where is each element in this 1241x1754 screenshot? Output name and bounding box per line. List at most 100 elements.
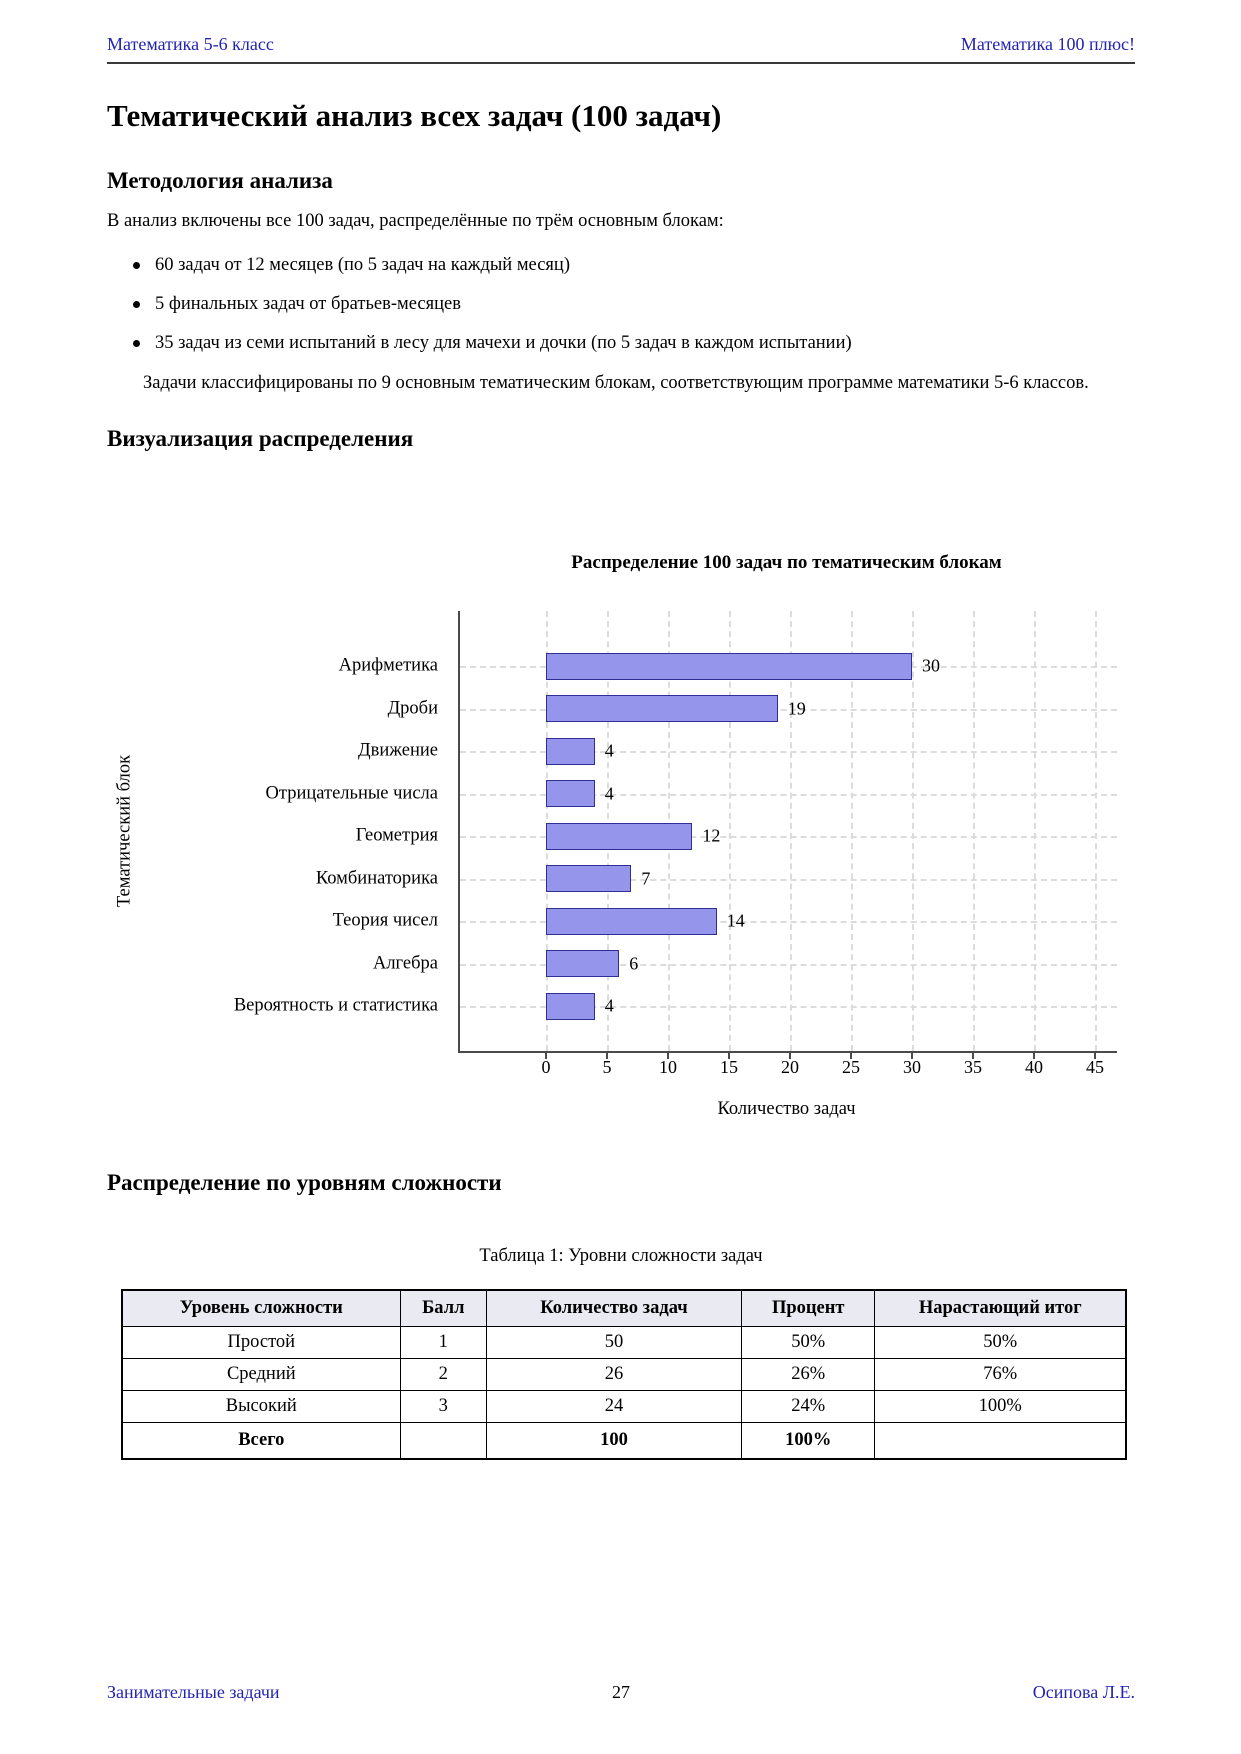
- chart-tick-mark: [1094, 1053, 1096, 1060]
- chart-gridline-horizontal: [460, 836, 1117, 839]
- chart-bar: [546, 822, 693, 850]
- chart-category-labels: Арифметика Дроби Движение Отрицательные чис…: [107, 611, 448, 1051]
- chart-category-label: Отрицательные числа: [265, 783, 438, 804]
- table-caption: Таблица 1: Уровни сложности задач: [479, 1246, 763, 1267]
- page-header: Математика 5-6 класс Математика 100 плюс…: [107, 34, 1135, 55]
- table-cell: 24%: [740, 1390, 876, 1424]
- table-row: Всего 100 100%: [121, 1422, 1127, 1460]
- chart-gridline-horizontal: [460, 708, 1117, 711]
- chart-category-label: Теория чисел: [332, 910, 438, 931]
- table-header-cell: Процент: [740, 1289, 876, 1328]
- chart-gridline-horizontal: [460, 963, 1117, 966]
- chart-gridline-horizontal: [460, 751, 1117, 754]
- paragraph-classification: Задачи классифицированы по 9 основным те…: [143, 372, 1089, 393]
- table-cell: Средний: [121, 1358, 401, 1392]
- chart-tick-mark: [911, 1053, 913, 1060]
- chart-bar: [546, 652, 912, 680]
- bullet-item-text: 35 задач из семи испытаний в лесу для ма…: [155, 332, 852, 353]
- bullet-list: 60 задач от 12 месяцев (по 5 задач на ка…: [107, 253, 1135, 357]
- chart-bar: [546, 950, 620, 978]
- bullet-item: 35 задач из семи испытаний в лесу для ма…: [133, 331, 1135, 357]
- chart-tick-mark: [728, 1053, 730, 1060]
- chart-tick-mark: [972, 1053, 974, 1060]
- bullet-item-text: 5 финальных задач от братьев-месяцев: [155, 293, 461, 314]
- chart-category-label: Движение: [357, 740, 438, 761]
- table-cell: 2: [399, 1358, 487, 1392]
- chart-gridline-vertical: [790, 611, 792, 1052]
- table-body: Простой 1 50 50% 50% Средний 2 26 26% 76% Высокий 3…: [121, 1326, 1127, 1460]
- chart-bar: [546, 737, 595, 765]
- chart-gridline-horizontal: [460, 1006, 1117, 1009]
- chart-bar-value: 4: [604, 783, 614, 804]
- section-heading-difficulty: Распределение по уровням сложности: [107, 1170, 502, 1196]
- chart-gridline-vertical: [912, 611, 914, 1052]
- chart-bar-value: 4: [604, 995, 614, 1016]
- chart-bar-value: 6: [629, 953, 639, 974]
- chart-gridline-horizontal: [460, 921, 1117, 924]
- chart-gridline-vertical: [1034, 611, 1036, 1052]
- chart-gridline-horizontal: [460, 793, 1117, 796]
- bullet-item: 5 финальных задач от братьев-месяцев: [133, 292, 1135, 318]
- header-left-text: Математика 5-6 класс: [107, 34, 274, 54]
- chart-bar: [546, 865, 632, 893]
- paragraph-intro: В анализ включены все 100 задач, распред…: [107, 211, 724, 232]
- chart-gridline-vertical: [973, 611, 975, 1052]
- chart-category-label: Комбинаторика: [315, 868, 438, 889]
- chart-x-tick-label: 20: [781, 1057, 799, 1078]
- section-heading-methodology: Методология анализа: [107, 168, 333, 194]
- chart-x-axis-label: Количество задач: [717, 1099, 856, 1120]
- table-cell: 26: [485, 1358, 742, 1392]
- chart-x-tick-label: 30: [903, 1057, 921, 1078]
- bullet-icon: [133, 262, 140, 269]
- footer-page-number: 27: [612, 1682, 630, 1702]
- header-rule: [107, 62, 1135, 64]
- chart-x-tick-label: 15: [720, 1057, 738, 1078]
- table-cell: 76%: [874, 1358, 1127, 1392]
- chart-x-tick-label: 45: [1086, 1057, 1104, 1078]
- chart-bar-value: 4: [604, 740, 614, 761]
- chart-tick-mark: [1033, 1053, 1035, 1060]
- chart-gridline-vertical: [729, 611, 731, 1052]
- difficulty-table: Уровень сложности Балл Количество задач Про…: [121, 1289, 1127, 1461]
- chart-bar: [546, 992, 595, 1020]
- chart-bar-value: 12: [702, 825, 721, 846]
- chart-x-tick-label: 10: [659, 1057, 677, 1078]
- chart-bar-value: 14: [726, 910, 745, 931]
- table-cell: [399, 1422, 487, 1460]
- bar-chart: Распределение 100 задач по тематическим …: [107, 546, 1135, 1126]
- table-cell: 50%: [740, 1326, 876, 1360]
- chart-category-label: Дроби: [387, 698, 438, 719]
- table-cell: 1: [399, 1326, 487, 1360]
- chart-tick-mark: [545, 1053, 547, 1060]
- chart-bar: [546, 695, 778, 723]
- chart-gridline-vertical: [1095, 611, 1097, 1052]
- footer-right-text: Осипова Л.Е.: [1032, 1682, 1135, 1702]
- table-cell: 24: [485, 1390, 742, 1424]
- bullet-icon: [133, 300, 140, 308]
- chart-category-label: Арифметика: [338, 655, 438, 676]
- table-cell: 50%: [874, 1326, 1127, 1360]
- section-heading-visualization: Визуализация распределения: [107, 426, 414, 452]
- chart-tick-mark: [606, 1053, 608, 1060]
- table-row: Простой 1 50 50% 50%: [121, 1326, 1127, 1360]
- table-cell: 100%: [740, 1422, 876, 1460]
- table-header-cell: Нарастающий итог: [874, 1289, 1127, 1328]
- chart-bar-value: 30: [922, 655, 940, 676]
- chart-plot: 0 5 10 15 20 25 30 35 40 45 30 19 4 4 12 7 14 6 4: [458, 611, 1117, 1077]
- chart-gridline-horizontal: [460, 878, 1117, 881]
- table-cell: Всего: [121, 1422, 401, 1460]
- bullet-item-text: 60 задач от 12 месяцев (по 5 задач на ка…: [155, 255, 570, 275]
- table-header-cell: Количество задач: [485, 1289, 742, 1328]
- chart-category-label: Вероятность и статистика: [233, 995, 438, 1016]
- table-head: Уровень сложности Балл Количество задач Про…: [121, 1289, 1127, 1328]
- table-header-row: Уровень сложности Балл Количество задач Про…: [121, 1289, 1127, 1328]
- table-cell: 100: [485, 1422, 742, 1460]
- chart-x-tick-label: 40: [1025, 1057, 1043, 1078]
- bullet-icon: [133, 339, 140, 347]
- page-title: Тематический анализ всех задач (100 зада…: [107, 98, 722, 133]
- chart-title: Распределение 100 задач по тематическим …: [571, 552, 1002, 574]
- chart-x-tick-label: 25: [842, 1057, 860, 1078]
- table-cell: 50: [485, 1326, 742, 1360]
- chart-tick-mark: [789, 1053, 791, 1060]
- footer-left-text: Занимательные задачи: [107, 1682, 280, 1702]
